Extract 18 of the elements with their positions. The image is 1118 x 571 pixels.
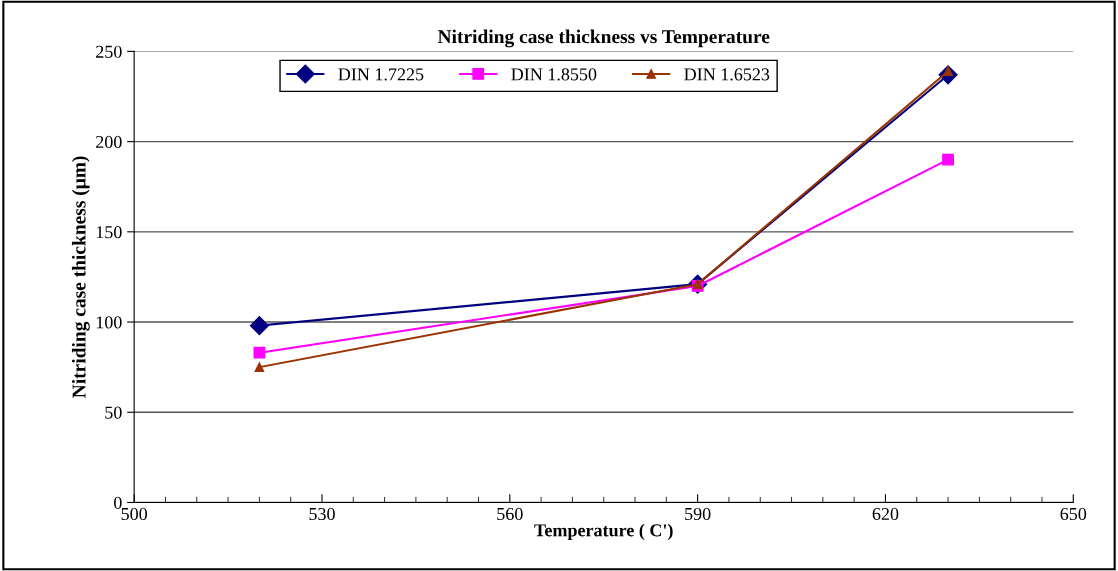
legend-label: DIN 1.7225 xyxy=(338,68,424,81)
chart-title: Nitriding case thickness vs Temperature xyxy=(437,29,770,48)
y-tick-label: 200 xyxy=(96,135,122,149)
x-axis-title: Temperature ( C') xyxy=(534,523,673,541)
y-tick-label: 50 xyxy=(105,406,122,419)
legend-label: DIN 1.8550 xyxy=(511,68,597,81)
y-tick-label: 250 xyxy=(96,45,122,58)
legend-label: DIN 1.6523 xyxy=(684,68,770,81)
x-tick-label: 650 xyxy=(1060,507,1087,521)
y-axis-title: Nitriding case thickness (μm) xyxy=(71,156,90,398)
x-tick-label: 590 xyxy=(685,507,711,521)
x-tick-label: 530 xyxy=(309,507,335,521)
x-tick-label: 500 xyxy=(121,507,148,521)
y-tick-label: 100 xyxy=(96,316,122,329)
x-tick-label: 560 xyxy=(497,507,523,521)
x-tick-label: 620 xyxy=(872,507,899,521)
y-tick-label: 150 xyxy=(96,226,122,239)
y-tick-label: 0 xyxy=(114,496,122,509)
